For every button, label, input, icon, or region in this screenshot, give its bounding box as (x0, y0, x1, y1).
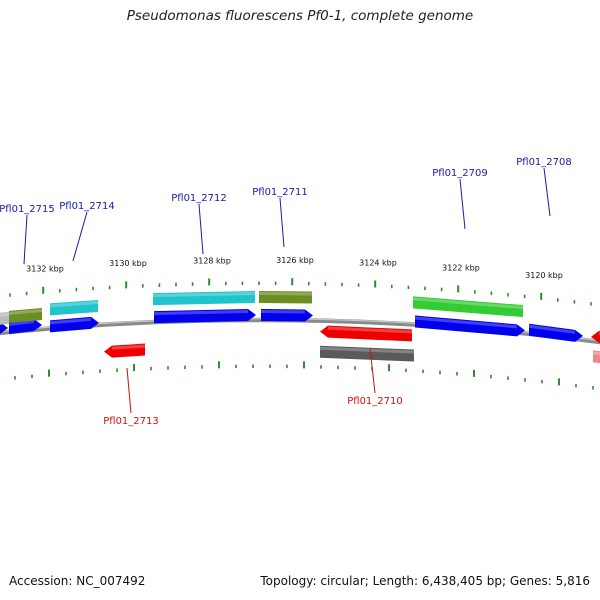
gene-arrow[interactable] (9, 307, 42, 323)
label-leader-line (279, 197, 285, 248)
gene-arrow[interactable] (529, 323, 583, 342)
gene-label[interactable]: Pfl01_2708 (516, 157, 572, 168)
gene-arrow-highlight (261, 310, 305, 314)
label-leader-line (72, 211, 88, 262)
gene-arrow[interactable] (415, 315, 525, 337)
gene-arrow-highlight (50, 317, 91, 325)
gene-arrow[interactable] (259, 291, 312, 304)
ruler-ticks (9, 278, 594, 390)
gene-arrow[interactable] (154, 309, 256, 324)
ruler-tick-label: 3132 kbp (26, 265, 64, 274)
label-leader-line (23, 214, 28, 265)
gene-arrow[interactable] (9, 319, 42, 334)
gene-arrow-highlight (9, 320, 34, 326)
gene-arrow-highlight (413, 297, 523, 310)
gene-arrow-highlight (259, 292, 312, 296)
label-leader-line (198, 203, 204, 255)
ruler-tick-label: 3126 kbp (276, 256, 314, 265)
label-leader-line (126, 367, 132, 414)
gene-label[interactable]: Pfl01_2711 (252, 187, 308, 198)
gene-arrow-highlight (415, 316, 517, 329)
label-leader-line (543, 167, 551, 217)
gene-arrow[interactable] (320, 325, 412, 342)
gene-arrow-highlight (593, 351, 600, 356)
ruler-tick-label: 3128 kbp (193, 256, 231, 265)
gene-label[interactable]: Pfl01_2709 (432, 168, 488, 179)
gene-arrow[interactable] (0, 311, 9, 325)
gene-arrow-highlight (328, 326, 412, 334)
ruler-tick-label: 3122 kbp (442, 264, 480, 273)
gene-label[interactable]: Pfl01_2714 (59, 201, 115, 212)
gene-label[interactable]: Pfl01_2712 (171, 193, 227, 204)
gene-arrow[interactable] (320, 345, 414, 362)
gene-arrow-highlight (9, 308, 42, 315)
gene-arrow[interactable] (104, 343, 145, 358)
gene-arrow-highlight (153, 292, 255, 298)
gene-arrow-highlight (320, 346, 414, 354)
ruler-tick-label: 3130 kbp (109, 259, 147, 268)
gene-arrow[interactable] (153, 291, 255, 306)
gene-arrow[interactable] (50, 299, 98, 316)
gene-labels[interactable]: Pfl01_2715 Pfl01_2714 Pfl01_2712 Pfl01_2711… (0, 157, 572, 427)
gene-arrow[interactable] (0, 322, 8, 335)
gene-arrow-highlight (0, 312, 9, 317)
ruler-labels: 3132 kbp 3130 kbp 3128 kbp 3126 kbp 3124 kbp… (26, 256, 563, 280)
gene-arrow[interactable] (591, 330, 600, 345)
label-leader-line (369, 347, 376, 394)
gene-arrow[interactable] (261, 309, 313, 322)
gene-arrow[interactable] (413, 296, 523, 318)
gene-arrow-highlight (529, 324, 575, 334)
gene-label[interactable]: Pfl01_2715 (0, 204, 55, 215)
map-title: Pseudomonas fluorescens Pf0-1, complete … (126, 8, 474, 24)
gene-arrow-highlight (50, 300, 98, 308)
gene-arrow[interactable] (593, 350, 600, 364)
label-leader-line (459, 178, 466, 230)
genome-stats: Topology: circular; Length: 6,438,405 bp… (260, 574, 590, 588)
gene-arrow-highlight (154, 310, 248, 316)
label-leaders (23, 167, 551, 414)
ruler-tick-label: 3124 kbp (359, 259, 397, 268)
gene-arrow[interactable] (50, 316, 99, 333)
ruler-tick-label: 3120 kbp (525, 271, 563, 280)
gene-label[interactable]: Pfl01_2710 (347, 396, 403, 407)
gene-features[interactable] (0, 291, 600, 364)
gene-arrow-highlight (112, 344, 145, 350)
gene-label[interactable]: Pfl01_2713 (103, 416, 159, 427)
accession-label: Accession: NC_007492 (9, 574, 146, 588)
